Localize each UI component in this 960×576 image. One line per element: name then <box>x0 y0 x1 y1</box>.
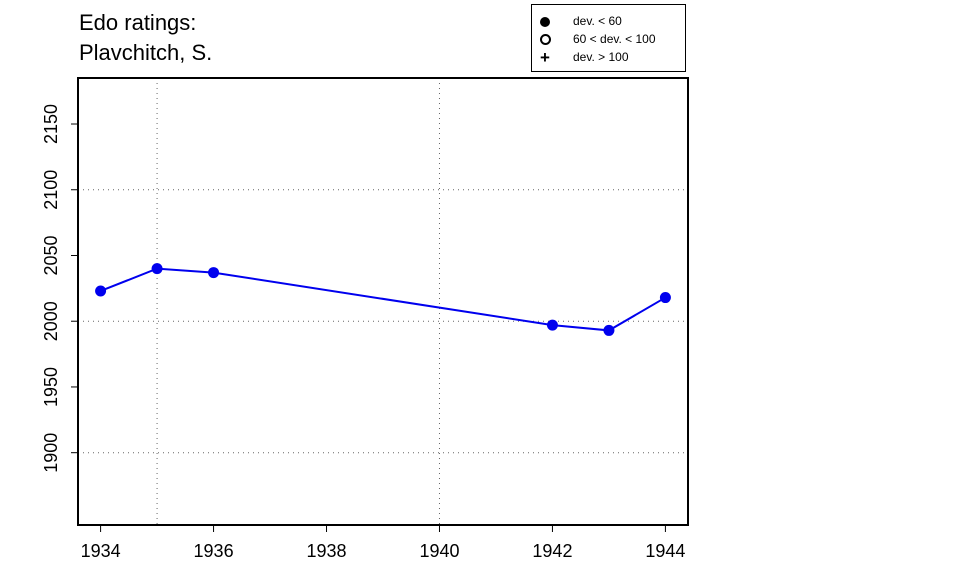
open-circle-icon <box>538 31 552 47</box>
y-tick-label: 2150 <box>41 104 61 144</box>
grid-lines <box>78 78 688 525</box>
chart-title-line-2: Plavchitch, S. <box>79 40 213 65</box>
data-point <box>95 285 107 297</box>
chart-title-line-1: Edo ratings: <box>79 10 197 35</box>
data-point <box>659 292 671 304</box>
data-point <box>208 267 220 279</box>
y-tick-label: 1900 <box>41 433 61 473</box>
y-tick-label: 2000 <box>41 301 61 341</box>
legend-label: dev. < 60 <box>573 14 622 28</box>
chart-legend: dev. < 60 60 < dev. < 100 + dev. > 100 <box>531 4 686 72</box>
plus-icon: + <box>540 47 550 67</box>
data-point <box>603 324 615 336</box>
legend-label: dev. > 100 <box>573 50 629 64</box>
series-line <box>100 267 666 332</box>
x-tick-label: 1934 <box>81 541 121 561</box>
data-point <box>546 319 558 331</box>
chart-title: Edo ratings: Plavchitch, S. <box>79 8 212 68</box>
x-tick-label: 1936 <box>194 541 234 561</box>
x-tick-label: 1938 <box>306 541 346 561</box>
data-series <box>95 263 671 336</box>
data-point <box>151 263 163 275</box>
y-tick-label: 1950 <box>41 367 61 407</box>
legend-label: 60 < dev. < 100 <box>573 32 656 46</box>
plot-frame <box>77 77 689 526</box>
y-tick-label: 2100 <box>41 170 61 210</box>
x-tick-label: 1940 <box>419 541 459 561</box>
axes: 1934 1936 1938 1940 1942 1944 1900 1950 2000 2050… <box>41 104 685 561</box>
y-tick-label: 2050 <box>41 235 61 275</box>
x-tick-label: 1942 <box>532 541 572 561</box>
filled-circle-icon <box>538 13 552 29</box>
x-tick-label: 1944 <box>645 541 685 561</box>
